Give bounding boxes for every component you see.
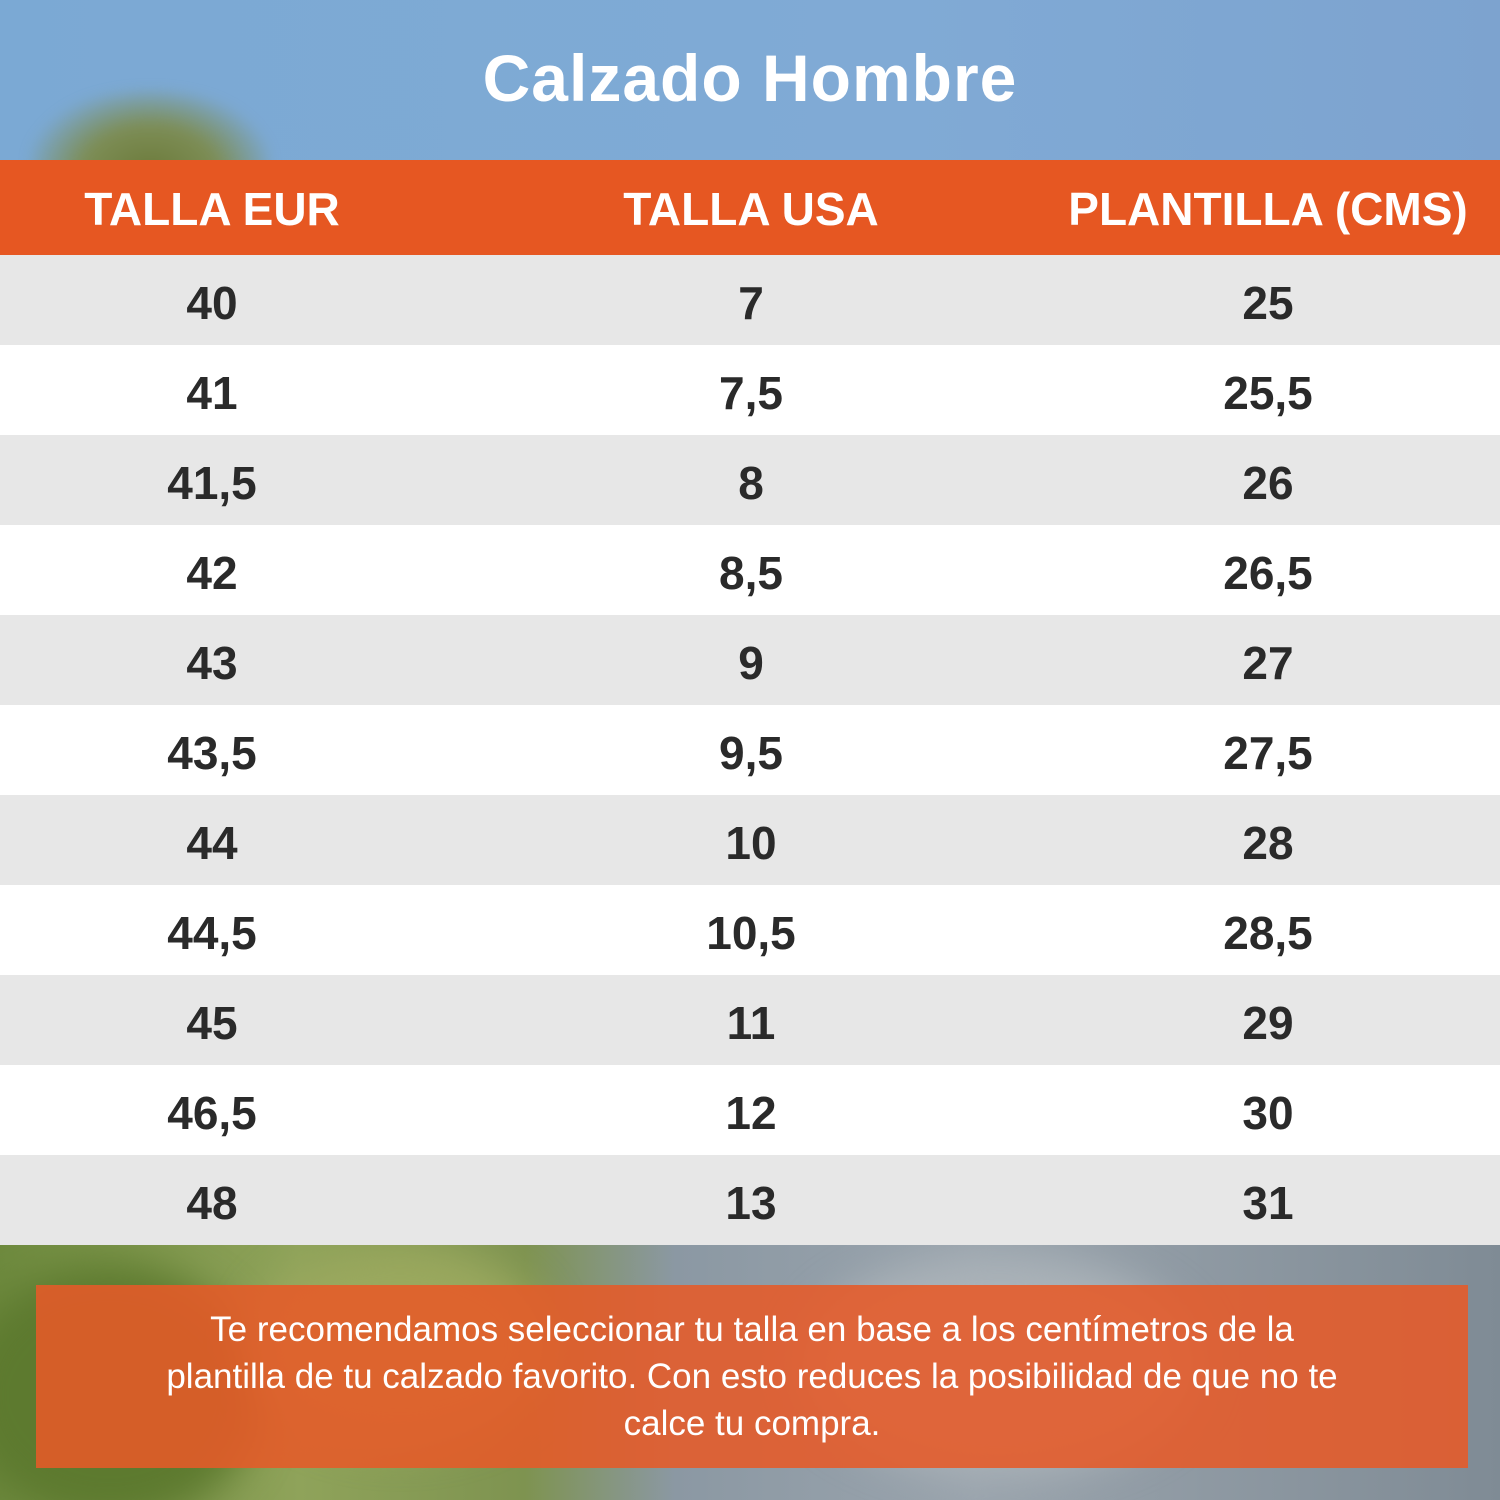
cell-talla-eur: 45: [186, 997, 238, 1049]
cell-talla-usa: 9,5: [719, 727, 783, 779]
cell-talla-eur: 41,5: [167, 457, 257, 509]
cell-talla-eur: 43,5: [167, 727, 257, 779]
cell-plantilla: 29: [1242, 997, 1294, 1049]
cell-talla-usa: 8: [738, 457, 764, 509]
cell-talla-usa: 10: [725, 817, 777, 869]
cell-talla-eur: 41: [186, 367, 238, 419]
cell-talla-eur: 48: [186, 1177, 238, 1229]
sky-banner: Calzado Hombre: [0, 0, 1500, 160]
cell-talla-usa: 13: [725, 1177, 777, 1229]
cell-talla-usa: 8,5: [719, 547, 783, 599]
header-plantilla: PLANTILLA (CMS): [1068, 183, 1468, 235]
table-row: 44 10 28: [0, 795, 1500, 885]
cell-talla-usa: 10,5: [706, 907, 796, 959]
cell-plantilla: 27: [1242, 637, 1294, 689]
recommendation-note: Te recomendamos seleccionar tu talla en …: [36, 1285, 1468, 1468]
header-talla-eur: TALLA EUR: [84, 183, 340, 235]
table-row: 42 8,5 26,5: [0, 525, 1500, 615]
cell-talla-usa: 9: [738, 637, 764, 689]
cell-talla-eur: 44: [186, 817, 238, 869]
cell-talla-usa: 7,5: [719, 367, 783, 419]
cell-plantilla: 25,5: [1223, 367, 1313, 419]
cell-plantilla: 30: [1242, 1087, 1294, 1139]
table-row: 48 13 31: [0, 1155, 1500, 1245]
cell-talla-eur: 44,5: [167, 907, 257, 959]
header-talla-usa: TALLA USA: [623, 183, 879, 235]
size-table: 40 7 25 41 7,5 25,5 41,5 8 26 42 8,5 26,5 43 9 27 43,5 9…: [0, 255, 1500, 1245]
cell-plantilla: 31: [1242, 1177, 1294, 1229]
cell-plantilla: 28: [1242, 817, 1294, 869]
table-row: 43,5 9,5 27,5: [0, 705, 1500, 795]
cell-talla-eur: 43: [186, 637, 238, 689]
table-row: 40 7 25: [0, 255, 1500, 345]
cell-talla-eur: 40: [186, 277, 238, 329]
cell-talla-eur: 46,5: [167, 1087, 257, 1139]
table-row: 45 11 29: [0, 975, 1500, 1065]
cell-plantilla: 26,5: [1223, 547, 1313, 599]
cell-plantilla: 26: [1242, 457, 1294, 509]
note-text: Te recomendamos seleccionar tu talla en …: [166, 1310, 1338, 1443]
table-row: 46,5 12 30: [0, 1065, 1500, 1155]
table-row: 44,5 10,5 28,5: [0, 885, 1500, 975]
table-row: 43 9 27: [0, 615, 1500, 705]
table-header: TALLA EUR TALLA USA PLANTILLA (CMS): [0, 160, 1500, 255]
cell-plantilla: 25: [1242, 277, 1294, 329]
table-row: 41 7,5 25,5: [0, 345, 1500, 435]
cell-talla-eur: 42: [186, 547, 238, 599]
cell-plantilla: 28,5: [1223, 907, 1313, 959]
cell-talla-usa: 11: [726, 997, 776, 1049]
table-row: 41,5 8 26: [0, 435, 1500, 525]
cell-plantilla: 27,5: [1223, 727, 1313, 779]
cell-talla-usa: 12: [725, 1087, 777, 1139]
page-title: Calzado Hombre: [482, 41, 1018, 115]
cell-talla-usa: 7: [738, 277, 764, 329]
